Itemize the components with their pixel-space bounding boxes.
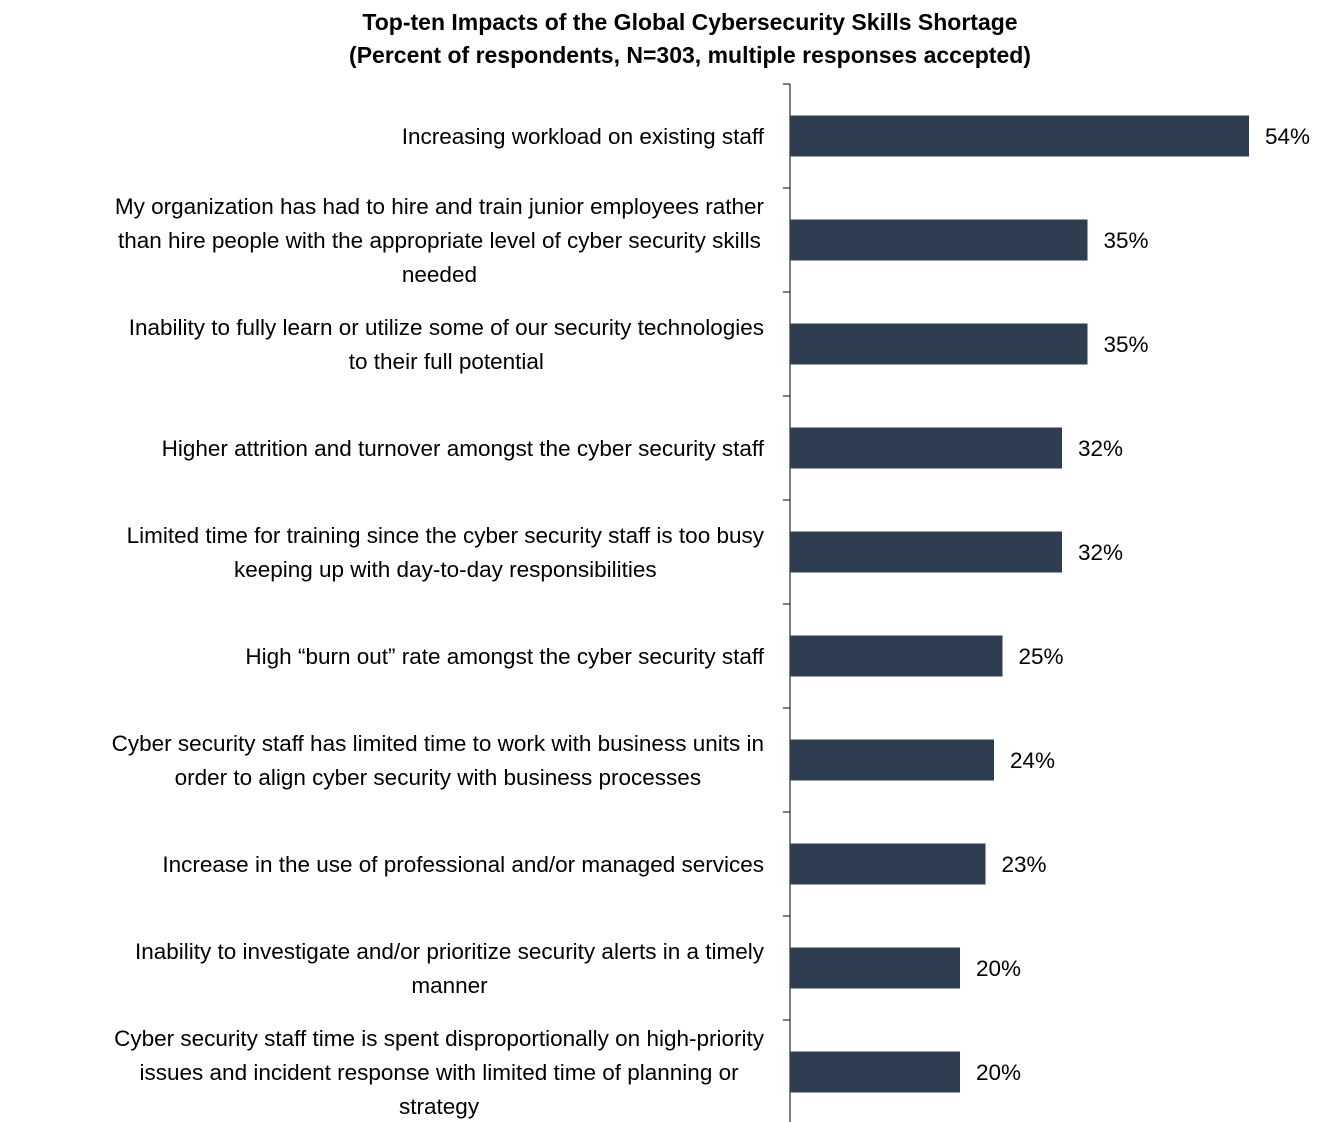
bar — [790, 739, 994, 781]
data-label: 32% — [1078, 540, 1123, 565]
category-label-line: manner — [411, 973, 488, 998]
category-label: My organization has had to hire and trai… — [115, 194, 765, 287]
chart-title-line-1: Top-ten Impacts of the Global Cybersecur… — [362, 9, 1018, 35]
bar — [790, 1051, 960, 1093]
category-label: Increasing workload on existing staff — [402, 124, 765, 149]
category-label-line: Inability to investigate and/or prioriti… — [135, 939, 765, 964]
bar — [790, 219, 1088, 261]
chart-title: Top-ten Impacts of the Global Cybersecur… — [0, 6, 1317, 72]
category-label: Higher attrition and turnover amongst th… — [162, 436, 765, 461]
data-label: 20% — [976, 956, 1021, 981]
data-label: 25% — [1019, 644, 1064, 669]
data-label: 35% — [1104, 332, 1149, 357]
category-label-line: than hire people with the appropriate le… — [118, 228, 761, 253]
category-label-line: needed — [402, 262, 477, 287]
category-label-line: High “burn out” rate amongst the cyber s… — [245, 644, 764, 669]
data-label: 32% — [1078, 436, 1123, 461]
bar — [790, 843, 986, 885]
data-label: 54% — [1265, 124, 1310, 149]
category-label: Increase in the use of professional and/… — [162, 852, 764, 877]
chart-title-line-2: (Percent of respondents, N=303, multiple… — [349, 42, 1031, 68]
category-label-line: Higher attrition and turnover amongst th… — [162, 436, 765, 461]
category-label-line: issues and incident response with limite… — [140, 1060, 740, 1085]
bar — [790, 323, 1088, 365]
category-label-line: Cyber security staff time is spent dispr… — [114, 1026, 765, 1051]
category-label-line: Inability to fully learn or utilize some… — [129, 315, 764, 340]
category-label: Inability to investigate and/or prioriti… — [135, 939, 765, 998]
category-label-line: Increase in the use of professional and/… — [162, 852, 764, 877]
category-label-line: Increasing workload on existing staff — [402, 124, 765, 149]
category-label-line: Limited time for training since the cybe… — [127, 523, 765, 548]
data-label: 35% — [1104, 228, 1149, 253]
category-label: Limited time for training since the cybe… — [127, 523, 765, 582]
bar — [790, 635, 1003, 677]
category-label: Cyber security staff has limited time to… — [112, 731, 764, 790]
category-label: Inability to fully learn or utilize some… — [129, 315, 764, 374]
bar — [790, 115, 1249, 157]
category-label: High “burn out” rate amongst the cyber s… — [245, 644, 764, 669]
category-label-line: to their full potential — [349, 349, 544, 374]
category-label-line: strategy — [399, 1094, 480, 1119]
data-label: 23% — [1002, 852, 1047, 877]
category-label-line: Cyber security staff has limited time to… — [112, 731, 764, 756]
category-label: Cyber security staff time is spent dispr… — [114, 1026, 765, 1119]
data-label: 20% — [976, 1060, 1021, 1085]
bar — [790, 947, 960, 989]
bar — [790, 531, 1062, 573]
bar — [790, 427, 1062, 469]
category-label-line: My organization has had to hire and trai… — [115, 194, 765, 219]
category-label-line: keeping up with day-to-day responsibilit… — [234, 557, 657, 582]
data-label: 24% — [1010, 748, 1055, 773]
category-label-line: order to align cyber security with busin… — [175, 765, 702, 790]
